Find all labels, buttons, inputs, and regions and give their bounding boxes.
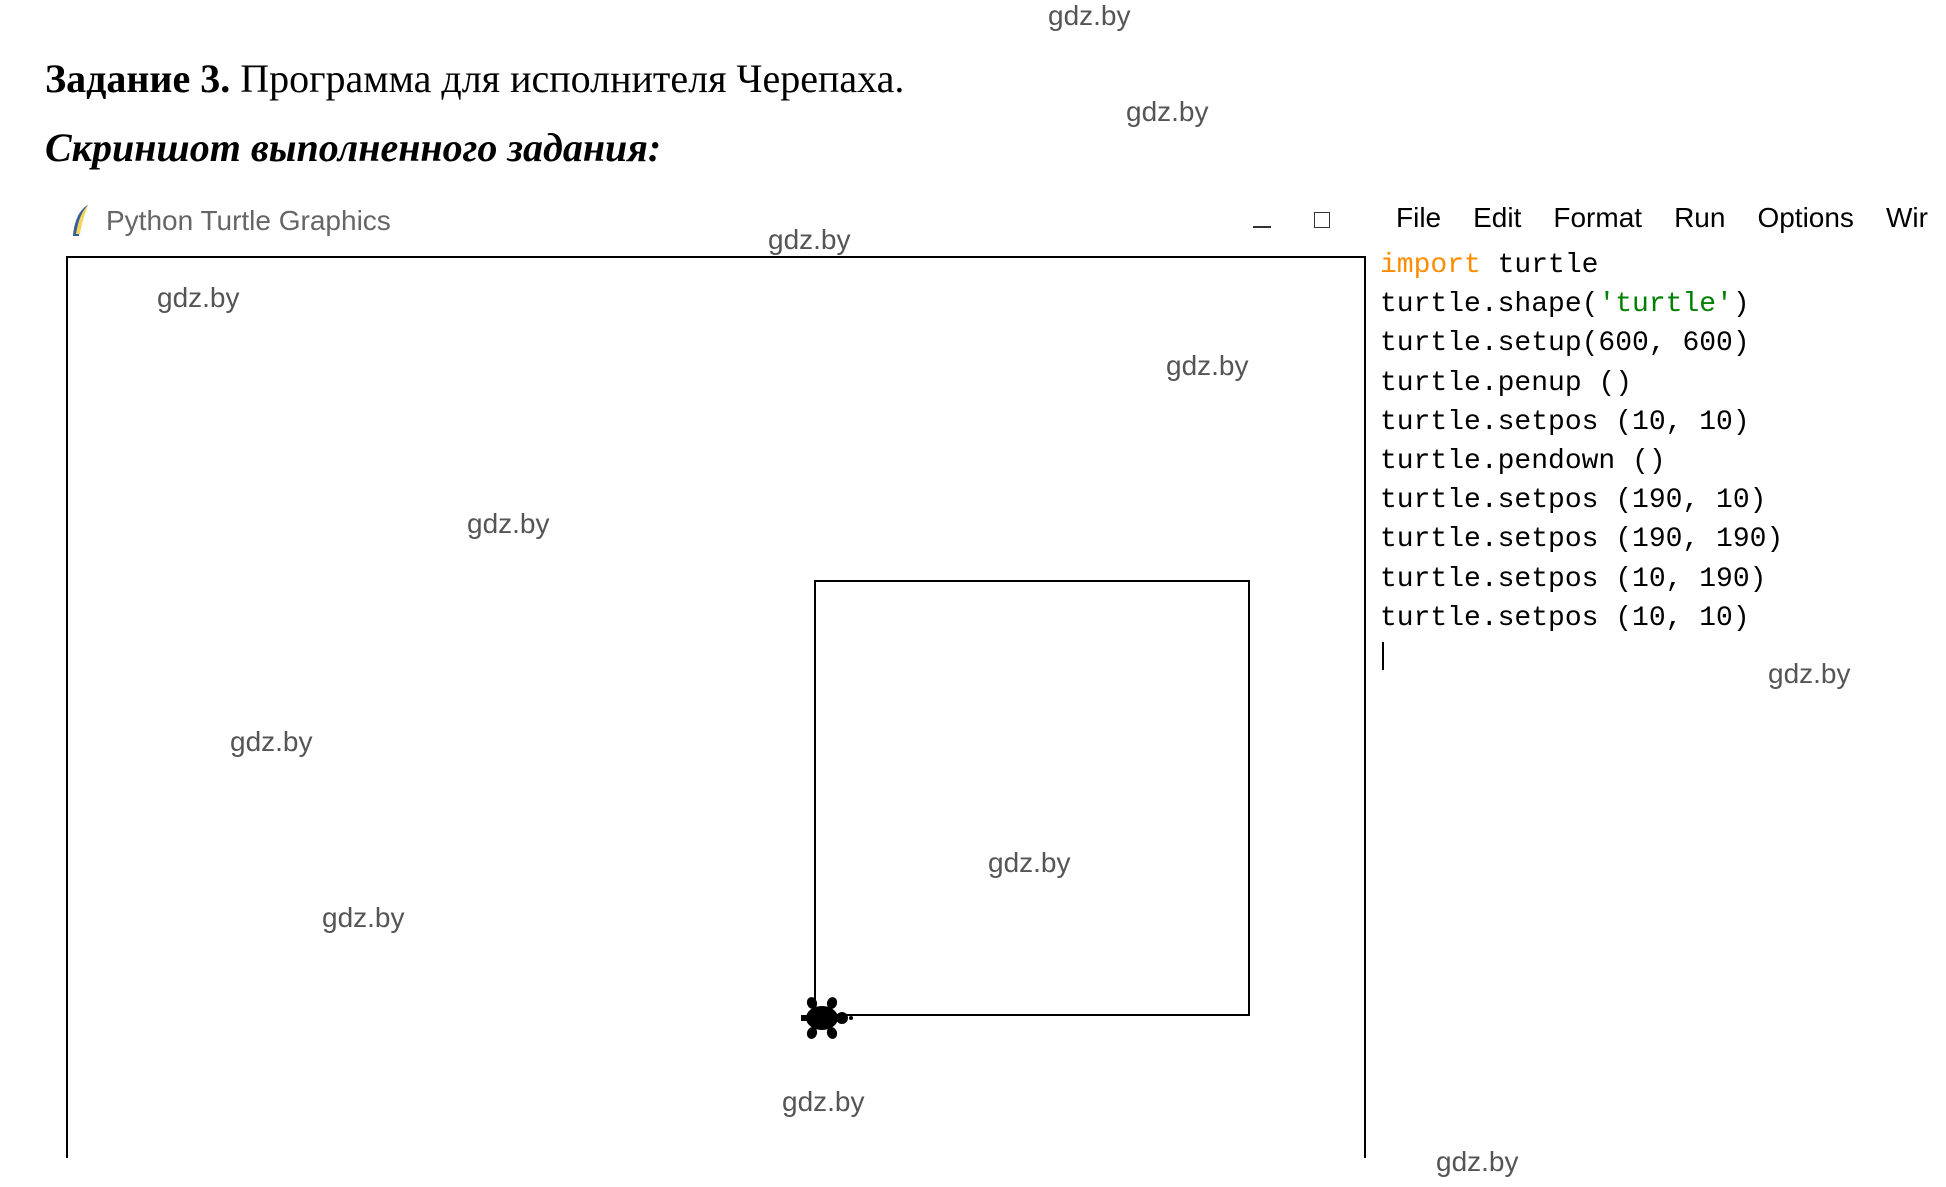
turtle-sprite-icon: [795, 995, 853, 1041]
editor-menubar: FileEditFormatRunOptionsWir: [1370, 196, 1946, 240]
page-root: { "heading": { "bold_label": "Задание 3.…: [0, 0, 1946, 1187]
code-line: import turtle: [1380, 246, 1938, 285]
turtle-graphics-window: Python Turtle Graphics: [56, 196, 1366, 1158]
turtle-app-icon: [70, 204, 92, 238]
heading-task-rest: Программа для исполнителя Черепаха.: [230, 56, 904, 101]
watermark-text: gdz.by: [1048, 0, 1131, 32]
turtle-window-titlebar[interactable]: Python Turtle Graphics: [56, 196, 1366, 246]
turtle-window-title: Python Turtle Graphics: [106, 205, 1232, 237]
menu-item-edit[interactable]: Edit: [1457, 200, 1537, 236]
minimize-icon: [1253, 226, 1271, 228]
heading-block: Задание 3. Программа для исполнителя Чер…: [45, 55, 1906, 171]
code-area[interactable]: import turtleturtle.shape('turtle')turtl…: [1370, 240, 1946, 685]
code-line: turtle.setpos (10, 190): [1380, 560, 1938, 599]
menu-item-run[interactable]: Run: [1658, 200, 1741, 236]
menu-item-format[interactable]: Format: [1537, 200, 1658, 236]
code-line: turtle.penup (): [1380, 364, 1938, 403]
code-line: turtle.shape('turtle'): [1380, 285, 1938, 324]
heading-task-label: Задание 3.: [45, 56, 230, 101]
maximize-button[interactable]: [1292, 207, 1352, 235]
menu-item-options[interactable]: Options: [1741, 200, 1870, 236]
code-line: turtle.setup(600, 600): [1380, 324, 1938, 363]
minimize-button[interactable]: [1232, 207, 1292, 235]
code-caret-line: [1380, 638, 1938, 677]
code-line: turtle.setpos (10, 10): [1380, 599, 1938, 638]
heading-line-2: Скриншот выполненного задания:: [45, 124, 1906, 171]
drawn-square: [814, 580, 1250, 1016]
code-line: turtle.pendown (): [1380, 442, 1938, 481]
code-line: turtle.setpos (190, 190): [1380, 520, 1938, 559]
menu-item-file[interactable]: File: [1380, 200, 1457, 236]
code-editor-window: FileEditFormatRunOptionsWir import turtl…: [1370, 196, 1946, 1158]
turtle-canvas-border: [66, 256, 1366, 1158]
menu-item-wir[interactable]: Wir: [1870, 200, 1944, 236]
code-line: turtle.setpos (10, 10): [1380, 403, 1938, 442]
maximize-icon: [1314, 212, 1330, 228]
text-caret-icon: [1382, 642, 1384, 670]
heading-line-1: Задание 3. Программа для исполнителя Чер…: [45, 55, 1906, 102]
turtle-canvas: [68, 258, 1364, 1158]
code-line: turtle.setpos (190, 10): [1380, 481, 1938, 520]
